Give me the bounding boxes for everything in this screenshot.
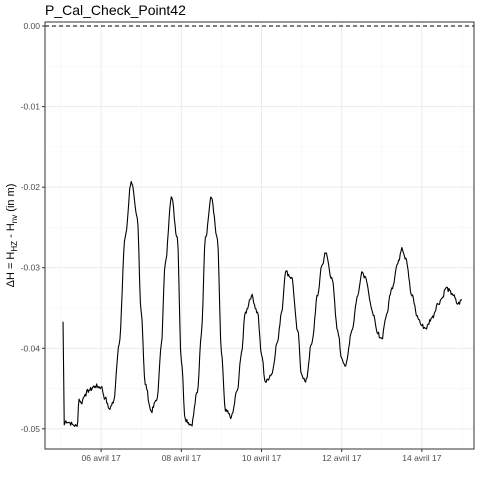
x-tick-label: 12 avril 17 [322, 453, 361, 463]
y-axis-title-suffix: (in m) [5, 184, 17, 215]
y-axis-title-sub2: nv [10, 215, 19, 223]
y-axis-title-sub1: HZ [10, 241, 19, 252]
y-tick-label: -0.04 [21, 343, 41, 353]
y-tick-label: -0.01 [21, 102, 41, 112]
y-tick-label: -0.05 [21, 424, 41, 434]
y-axis-title: ΔH = HHZ - Hnv (in m) [5, 184, 19, 288]
grid-lines [45, 22, 474, 449]
y-tick-label: 0.00 [23, 21, 40, 31]
axis-ticks: 0.00 -0.01 -0.02 -0.03 -0.04 -0.05 06 avril 17… [21, 21, 442, 463]
chart-title: P_Cal_Check_Point42 [45, 2, 186, 18]
y-axis-title-prefix: ΔH = H [5, 252, 17, 288]
x-tick-label: 08 avril 17 [162, 453, 201, 463]
y-axis-title-minus: - H [5, 223, 17, 241]
series-group [62, 180, 462, 427]
panel-border [44, 21, 475, 450]
series-line [62, 180, 462, 427]
y-tick-label: -0.02 [21, 182, 41, 192]
y-tick-label: -0.03 [21, 263, 41, 273]
x-tick-label: 14 avril 17 [402, 453, 441, 463]
x-tick-label: 10 avril 17 [242, 453, 281, 463]
x-tick-label: 06 avril 17 [82, 453, 121, 463]
